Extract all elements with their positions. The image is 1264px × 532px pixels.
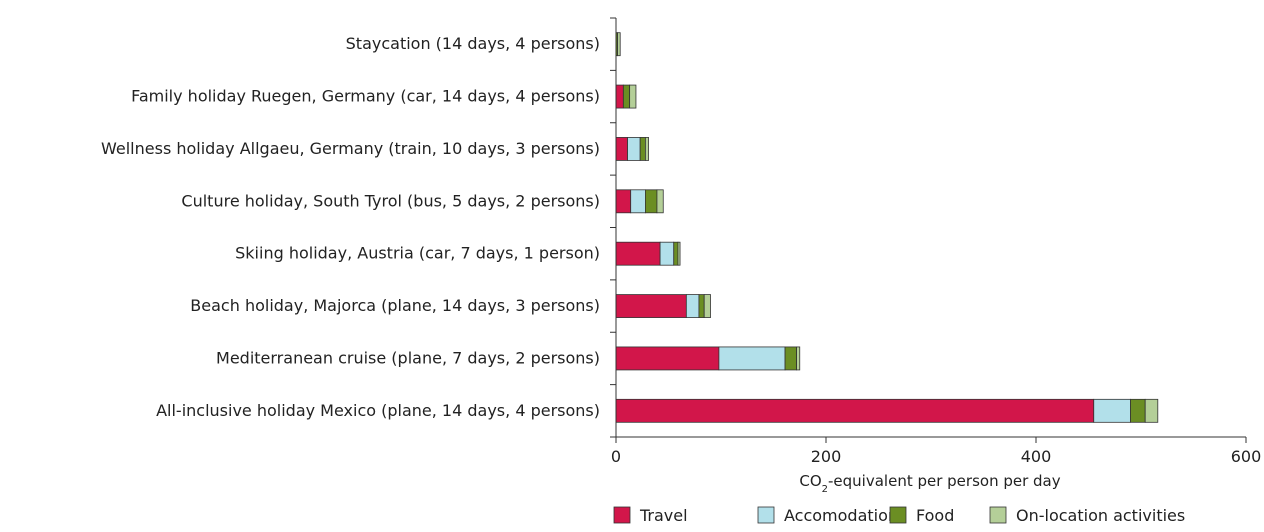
bar-segment-accomodation-6: [718, 346, 786, 371]
bar-segment-food-1: [622, 84, 631, 109]
legend-swatch-accomodation: [757, 506, 775, 524]
legend: Travel Accomodation Food On-location activi…: [613, 506, 1185, 525]
bar-segment-food-5: [698, 294, 705, 318]
category-label: Culture holiday, South Tyrol (bus, 5 day…: [181, 191, 600, 210]
bars-group: [615, 32, 1159, 423]
bar-segment-accomodation-2: [627, 137, 641, 161]
legend-swatch-food: [889, 506, 907, 524]
x-tick-labels: 0 200 400 600: [611, 447, 1261, 466]
bar-segment-travel-4: [615, 241, 661, 266]
legend-label: On-location activities: [1016, 506, 1185, 525]
legend-label: Food: [916, 506, 954, 525]
legend-label: Travel: [639, 506, 688, 525]
bar-segment-food-7: [1130, 398, 1146, 423]
bar-segment-accomodation-5: [685, 294, 700, 318]
x-axis-title: CO2-equivalent per person per day: [799, 472, 1060, 495]
x-tick-label: 0: [611, 447, 621, 466]
bar-segment-food-3: [645, 189, 658, 214]
category-label: Beach holiday, Majorca (plane, 14 days, …: [190, 296, 600, 315]
bar-segment-on-location-activities-2: [645, 137, 649, 161]
bar-segment-travel-2: [615, 137, 628, 161]
legend-swatch-travel: [613, 506, 631, 524]
category-label: Wellness holiday Allgaeu, Germany (train…: [101, 139, 600, 158]
bar-segment-travel-5: [615, 294, 687, 318]
bar-segment-food-6: [784, 346, 797, 371]
bar-segment-on-location-activities-3: [656, 189, 664, 214]
bar-segment-accomodation-7: [1093, 398, 1131, 423]
category-label: All-inclusive holiday Mexico (plane, 14 …: [156, 401, 600, 420]
bar-segment-travel-3: [615, 189, 632, 214]
bar-segment-food-2: [639, 137, 646, 161]
bar-segment-accomodation-3: [630, 189, 646, 214]
bar-segment-accomodation-4: [659, 241, 675, 266]
bar-segment-travel-7: [615, 398, 1095, 423]
bar-segment-on-location-activities-1: [629, 84, 637, 109]
bar-segment-on-location-activities-0: [617, 32, 621, 57]
bar-segment-travel-1: [615, 84, 624, 109]
x-tick-label: 200: [811, 447, 842, 466]
bar-segment-food-4: [673, 241, 679, 266]
bar-segment-on-location-activities-5: [703, 294, 711, 318]
legend-swatch-on-location-activities: [989, 506, 1007, 524]
x-tick-label: 600: [1231, 447, 1262, 466]
axes: [610, 17, 1247, 443]
bar-segment-on-location-activities-7: [1144, 398, 1159, 423]
bar-segment-travel-6: [615, 346, 720, 371]
category-label: Mediterranean cruise (plane, 7 days, 2 p…: [216, 348, 600, 367]
bar-segment-on-location-activities-4: [677, 241, 681, 266]
category-labels: Staycation (14 days, 4 persons) Family ho…: [101, 34, 600, 420]
legend-label: Accomodation: [784, 506, 898, 525]
x-tick-label: 400: [1021, 447, 1052, 466]
category-label: Family holiday Ruegen, Germany (car, 14 …: [131, 87, 600, 106]
category-label: Skiing holiday, Austria (car, 7 days, 1 …: [235, 244, 600, 263]
bar-segment-on-location-activities-6: [796, 346, 801, 371]
category-label: Staycation (14 days, 4 persons): [346, 34, 600, 53]
